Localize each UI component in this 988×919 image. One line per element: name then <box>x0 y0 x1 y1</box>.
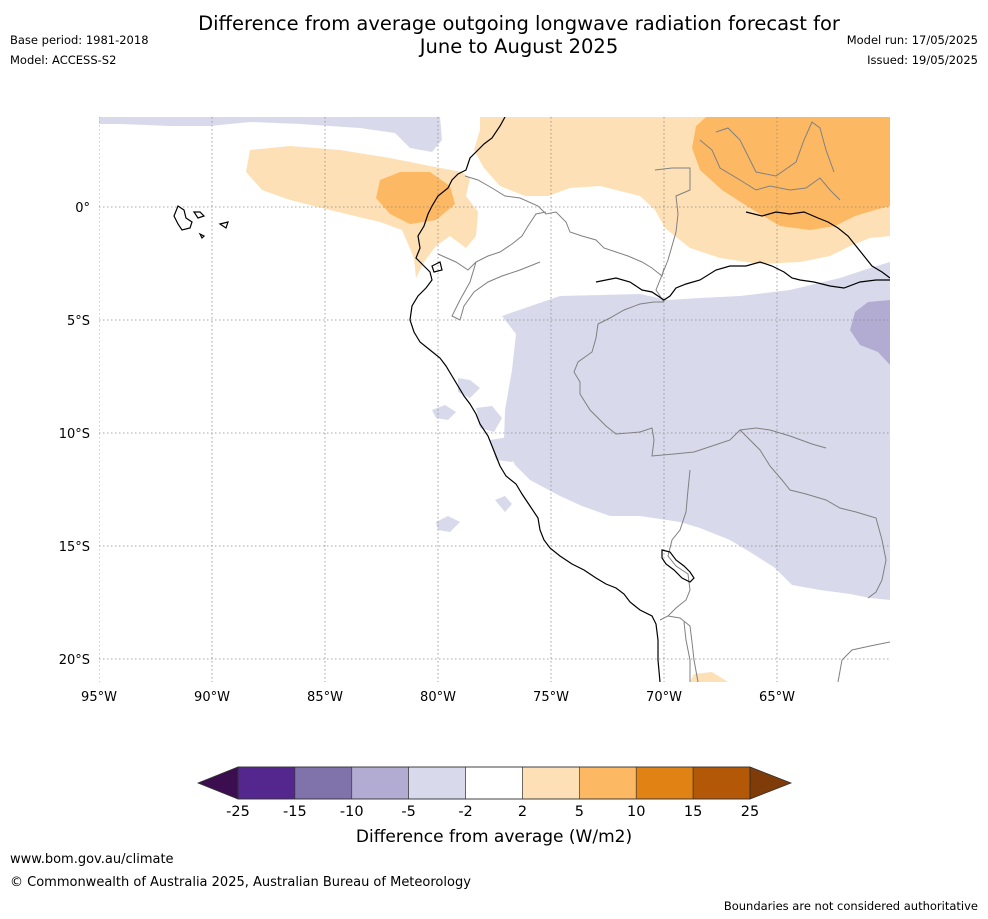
bolivia-chile-border <box>667 615 699 682</box>
longitude-labels: 95°W 90°W 85°W 80°W 75°W 70°W 65°W <box>81 690 795 705</box>
base-period: Base period: 1981-2018 <box>10 33 149 47</box>
lon-label-95w: 95°W <box>81 690 117 705</box>
peru-brazil-border <box>573 301 827 457</box>
lat-label-20s: 20°S <box>59 653 90 668</box>
latitude-labels: 0° 5°S 10°S 15°S 20°S <box>59 201 90 668</box>
colorbar-label: Difference from average (W/m2) <box>356 827 632 847</box>
colorbar-tick-label: 5 <box>575 804 584 820</box>
lat-label-10s: 10°S <box>59 427 90 442</box>
colorbar-tick-label: -5 <box>401 804 415 820</box>
boundary-disclaimer: Boundaries are not considered authoritat… <box>723 899 978 913</box>
peru-colombia-border <box>451 261 541 321</box>
lon-label-90w: 90°W <box>194 690 230 705</box>
colorbar-cell-4 <box>408 766 466 800</box>
country-borders <box>437 121 890 682</box>
map-area <box>99 117 890 682</box>
colorbar-ticks: -25 -15 -10 -5 -2 2 5 10 15 25 <box>226 804 759 820</box>
model-run: Model run: 17/05/2025 <box>846 33 978 47</box>
colorbar-tick-label: 15 <box>684 804 702 820</box>
lon-label-75w: 75°W <box>533 690 569 705</box>
lat-label-15s: 15°S <box>59 540 90 555</box>
ecuador-peru-border <box>437 211 547 271</box>
title-line-1: Difference from average outgoing longwav… <box>198 12 840 35</box>
coastal-negative-patch-1 <box>458 378 480 398</box>
colorbar: -25 -15 -10 -5 -2 2 5 10 15 25 Difference from av… <box>196 766 793 847</box>
colorbar-tick-label: -25 <box>226 804 250 820</box>
lon-label-80w: 80°W <box>420 690 456 705</box>
lon-label-85w: 85°W <box>307 690 343 705</box>
coastal-negative-patch-2 <box>432 405 456 420</box>
northwest-pacific-negative-anomaly <box>99 117 442 152</box>
amazon-south-negative-anomaly <box>502 262 890 600</box>
website-link[interactable]: www.bom.gov.au/climate <box>10 852 174 867</box>
amazon-north-positive-core <box>692 117 890 230</box>
colorbar-tick-label: -15 <box>283 804 307 820</box>
galapagos-east <box>192 211 206 219</box>
coastal-negative-patch-6 <box>495 496 512 512</box>
lon-label-65w: 65°W <box>759 690 795 705</box>
coastal-negative-patch-4 <box>490 436 525 462</box>
galapagos-south <box>218 221 229 229</box>
coastlines <box>173 117 890 682</box>
colorbar-cell-3 <box>351 766 409 800</box>
galapagos-main <box>173 205 193 231</box>
venezuela-brazil-border <box>699 139 841 201</box>
coastal-negative-patch-5 <box>436 516 460 532</box>
galapagos-islet <box>198 232 206 240</box>
colorbar-cell-8 <box>635 766 694 800</box>
meta-right: Model run: 17/05/2025 Issued: 19/05/2025 <box>847 32 978 72</box>
colorbar-frame <box>237 766 751 800</box>
colorbar-cell-5 <box>465 766 523 800</box>
chile-argentina-border <box>683 621 691 682</box>
issued-date: Issued: 19/05/2025 <box>867 53 978 67</box>
bolivia-paraguay-border <box>837 641 890 682</box>
colorbar-tick-label: -10 <box>340 804 364 820</box>
coastal-negative-patch-3 <box>476 406 502 432</box>
amazon-river <box>595 261 890 301</box>
meta-left: Base period: 1981-2018 Model: ACCESS-S2 <box>10 32 149 72</box>
colombia-ecuador-border <box>464 175 665 277</box>
colorbar-cell-7 <box>579 766 637 800</box>
model-name: Model: ACCESS-S2 <box>10 53 117 67</box>
ecuador-coast-positive-core <box>376 172 455 224</box>
colorbar-cell-9 <box>692 766 751 800</box>
colorbar-low-extension <box>196 766 239 800</box>
southern-positive-patch <box>690 672 728 682</box>
colorbar-cells <box>237 766 751 800</box>
colorbar-tick-label: 10 <box>627 804 645 820</box>
lon-label-70w: 70°W <box>646 690 682 705</box>
colorbar-cell-1 <box>237 766 296 800</box>
bolivia-brazil-border <box>739 429 887 599</box>
peru-bolivia-border <box>659 469 691 621</box>
lake-titicaca <box>661 549 695 583</box>
colorbar-high-extension <box>749 766 793 800</box>
gulf-of-guayaquil-island <box>431 261 443 273</box>
title-line-2: June to August 2025 <box>419 35 619 58</box>
pacific-coastline <box>409 117 661 682</box>
colorbar-tick-label: 25 <box>741 804 759 820</box>
eastern-amazon-negative-core <box>850 300 890 365</box>
colombia-venezuela-border <box>654 167 691 303</box>
chart-title: Difference from average outgoing longwav… <box>0 12 988 58</box>
colorbar-tick-label: 2 <box>518 804 527 820</box>
lat-label-0: 0° <box>75 201 90 216</box>
copyright-text: © Commonwealth of Australia 2025, Austra… <box>10 875 471 890</box>
colorbar-tick-label: -2 <box>458 804 472 820</box>
lat-label-5s: 5°S <box>67 314 90 329</box>
guyana-border <box>715 121 835 177</box>
amazon-river-mouth-coast <box>745 211 890 279</box>
colorbar-cell-2 <box>294 766 353 800</box>
colorbar-cell-6 <box>522 766 580 800</box>
